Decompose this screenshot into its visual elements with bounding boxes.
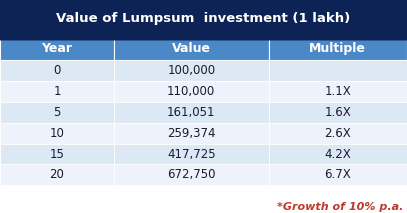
Bar bbox=[269, 164, 407, 185]
Text: 259,374: 259,374 bbox=[167, 127, 216, 140]
Text: 1: 1 bbox=[53, 85, 61, 98]
Text: 417,725: 417,725 bbox=[167, 148, 216, 161]
Bar bbox=[269, 37, 407, 60]
Bar bbox=[269, 123, 407, 144]
Bar bbox=[0, 123, 114, 144]
FancyBboxPatch shape bbox=[0, 0, 407, 40]
Bar bbox=[0, 81, 114, 102]
Text: 5: 5 bbox=[53, 106, 61, 119]
Text: Value: Value bbox=[172, 42, 211, 55]
Bar bbox=[114, 164, 269, 185]
Bar bbox=[114, 37, 269, 60]
Text: Year: Year bbox=[42, 42, 72, 55]
Text: 161,051: 161,051 bbox=[167, 106, 216, 119]
Text: 1.1X: 1.1X bbox=[324, 85, 351, 98]
Text: 1.6X: 1.6X bbox=[324, 106, 351, 119]
Bar bbox=[114, 123, 269, 144]
Text: 2.6X: 2.6X bbox=[324, 127, 351, 140]
Text: *Growth of 10% p.a.: *Growth of 10% p.a. bbox=[276, 202, 403, 212]
Bar bbox=[0, 102, 114, 123]
Text: 0: 0 bbox=[53, 64, 61, 77]
Bar bbox=[0, 37, 114, 60]
Text: 672,750: 672,750 bbox=[167, 168, 216, 181]
Bar bbox=[0, 144, 114, 164]
Bar bbox=[269, 102, 407, 123]
Bar bbox=[269, 60, 407, 81]
Bar bbox=[0, 60, 114, 81]
Bar bbox=[114, 102, 269, 123]
Text: Value of Lumpsum  investment (1 lakh): Value of Lumpsum investment (1 lakh) bbox=[57, 12, 350, 25]
Bar bbox=[114, 144, 269, 164]
Text: 20: 20 bbox=[50, 168, 64, 181]
Bar bbox=[114, 60, 269, 81]
Bar bbox=[269, 81, 407, 102]
Bar bbox=[114, 81, 269, 102]
Text: 100,000: 100,000 bbox=[167, 64, 215, 77]
Text: 10: 10 bbox=[50, 127, 64, 140]
Text: 4.2X: 4.2X bbox=[324, 148, 351, 161]
Bar bbox=[0, 164, 114, 185]
Text: 15: 15 bbox=[50, 148, 64, 161]
Text: Multiple: Multiple bbox=[309, 42, 366, 55]
Bar bbox=[269, 144, 407, 164]
Text: 6.7X: 6.7X bbox=[324, 168, 351, 181]
Text: 110,000: 110,000 bbox=[167, 85, 215, 98]
